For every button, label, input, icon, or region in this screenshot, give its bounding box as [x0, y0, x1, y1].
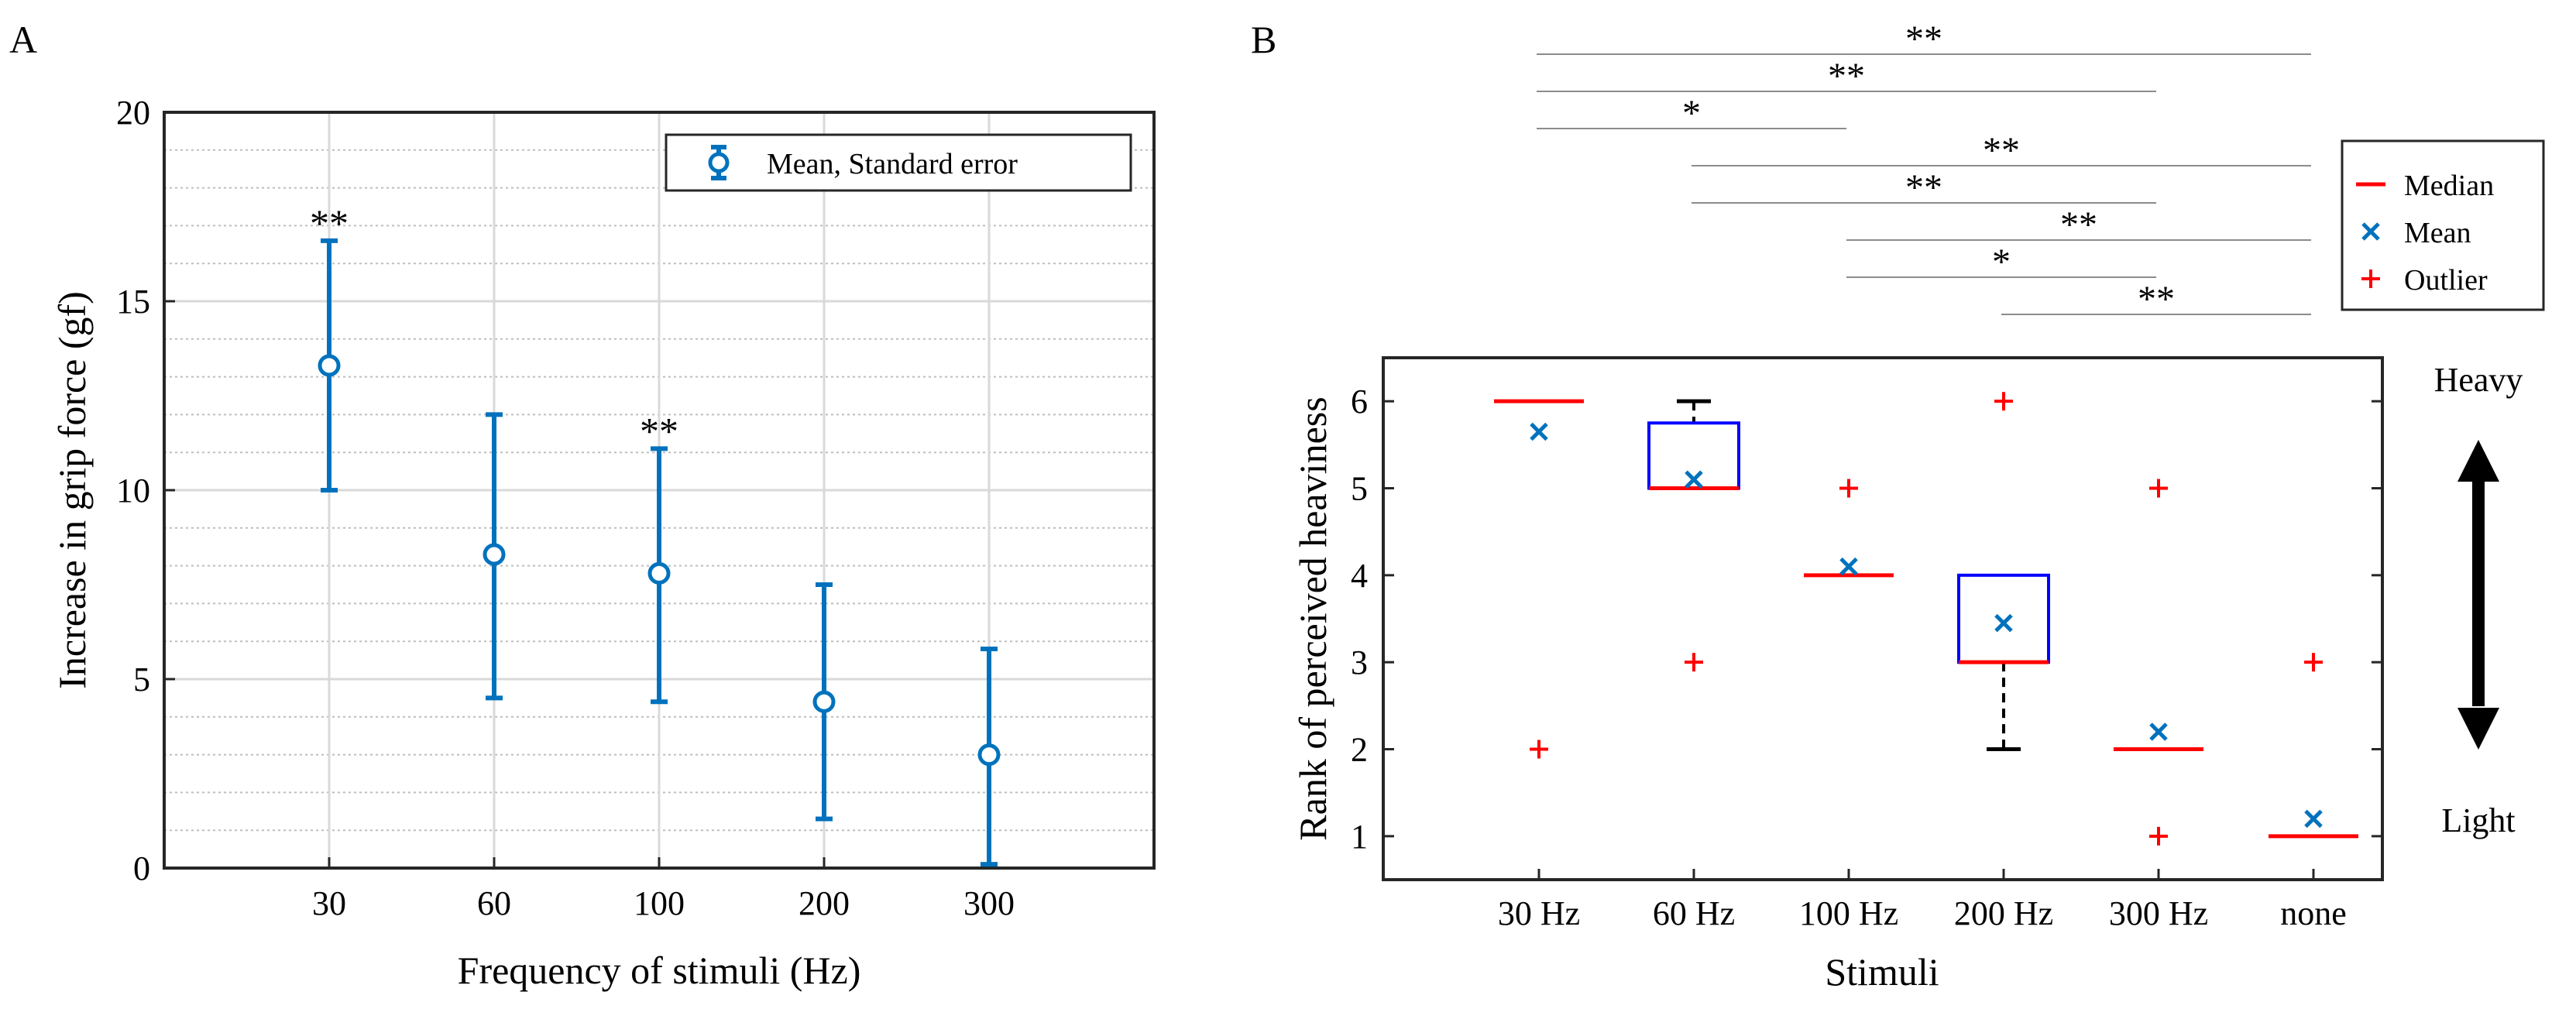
panel-b-axes-box [1382, 356, 2384, 881]
panel-a: A 0 5 10 15 20 30 60 100 200 300 ** ** Mean, Stand… [9, 18, 1156, 992]
iqr-box [1957, 573, 2050, 664]
panel-a-legend-text: Mean, Standard error [767, 148, 1018, 180]
legend-outlier-text: Outlier [2404, 264, 2488, 297]
mean-marker [1839, 557, 1858, 576]
outlier-legend-icon [2361, 269, 2380, 288]
y-tick-label: 1 [1351, 818, 1368, 856]
panel-a-xlabel: Frequency of stimuli (Hz) [458, 949, 861, 992]
legend-median-text: Median [2404, 170, 2494, 202]
mean-marker [2304, 809, 2323, 829]
mean-marker [2149, 722, 2168, 741]
mean-marker [483, 543, 506, 566]
x-tick-label: 60 [477, 884, 511, 922]
significance-mark: ** [2138, 279, 2175, 320]
mean-marker [1994, 613, 2013, 633]
y-tick-label: 5 [1351, 470, 1368, 508]
x-tick-label: 100 [634, 884, 685, 922]
panel-b-ylabel: Rank of perceived heaviness [1291, 396, 1334, 840]
panel-b-label: B [1251, 18, 1276, 61]
significance-mark: * [1682, 93, 1701, 134]
y-tick-label: 15 [116, 283, 150, 321]
mean-legend-icon [2361, 222, 2380, 241]
significance-mark: ** [2060, 204, 2097, 245]
y-tick-label: 6 [1351, 383, 1368, 420]
y-tick-label: 2 [1351, 731, 1368, 769]
mean-marker [318, 354, 341, 377]
panel-a-data: ** ** [310, 201, 1001, 867]
y-tick-label: 0 [133, 849, 150, 887]
y-tick-label: 5 [133, 661, 150, 698]
panel-a-legend: Mean, Standard error [665, 133, 1132, 192]
panel-b-xlabel: Stimuli [1825, 950, 1939, 994]
panel-a-ylabel: Increase in grip force (gf) [50, 291, 94, 689]
mean-marker [812, 690, 836, 713]
light-label: Light [2441, 801, 2515, 839]
x-tick-label: none [2280, 894, 2347, 932]
legend-mean-text: Mean [2404, 217, 2471, 249]
mean-marker [1530, 422, 1548, 441]
mean-marker [647, 561, 671, 585]
panel-b-legend: Median Mean Outlier [2341, 139, 2545, 311]
mean-marker [1685, 470, 1703, 489]
y-tick-label: 10 [116, 472, 150, 510]
y-tick-label: 3 [1351, 643, 1368, 681]
x-tick-label: 100 Hz [1799, 894, 1898, 932]
heavy-label: Heavy [2434, 361, 2523, 399]
y-tick-label: 4 [1351, 557, 1368, 595]
y-tick-label: 20 [116, 94, 150, 132]
x-tick-label: 300 Hz [2109, 894, 2208, 932]
x-tick-label: 300 [963, 884, 1015, 922]
mean-marker [977, 743, 1001, 767]
significance-mark: ** [1828, 56, 1865, 97]
x-tick-label: 60 Hz [1653, 894, 1735, 932]
significance-annotation: ** [310, 201, 349, 245]
panel-a-label: A [9, 18, 37, 61]
panel-b-ticks: 1 2 3 4 5 6 30 Hz 60 Hz 100 Hz 200 Hz 300 Hz none [1351, 383, 2382, 932]
significance-mark: ** [1983, 130, 2020, 171]
x-tick-label: 200 Hz [1954, 894, 2053, 932]
panel-a-ticks: 0 5 10 15 20 30 60 100 200 300 [116, 94, 1015, 922]
panel-a-legend-box [665, 133, 1132, 192]
x-tick-label: 200 [799, 884, 850, 922]
significance-mark: * [1992, 242, 2011, 283]
significance-annotation: ** [640, 409, 678, 452]
double-arrow-icon [2458, 440, 2499, 750]
significance-mark: ** [1905, 167, 1942, 208]
errorbar-legend-icon [708, 145, 730, 180]
panel-b-data [1494, 392, 2358, 846]
significance-mark: ** [1905, 19, 1942, 60]
x-tick-label: 30 [312, 884, 346, 922]
x-tick-label: 30 Hz [1498, 894, 1580, 932]
significance-brackets: ************** [1537, 19, 2311, 320]
